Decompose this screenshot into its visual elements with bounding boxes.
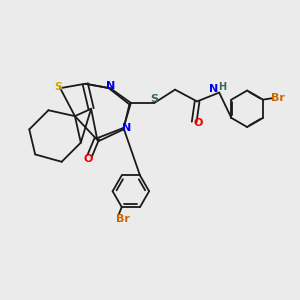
Text: N: N: [209, 84, 218, 94]
Text: N: N: [122, 123, 131, 133]
Text: O: O: [193, 118, 202, 128]
Text: H: H: [218, 82, 226, 92]
Text: N: N: [106, 81, 115, 91]
Text: S: S: [150, 94, 158, 104]
Text: Br: Br: [116, 214, 130, 224]
Text: O: O: [83, 154, 93, 164]
Text: Br: Br: [272, 93, 285, 103]
Text: S: S: [55, 82, 63, 92]
